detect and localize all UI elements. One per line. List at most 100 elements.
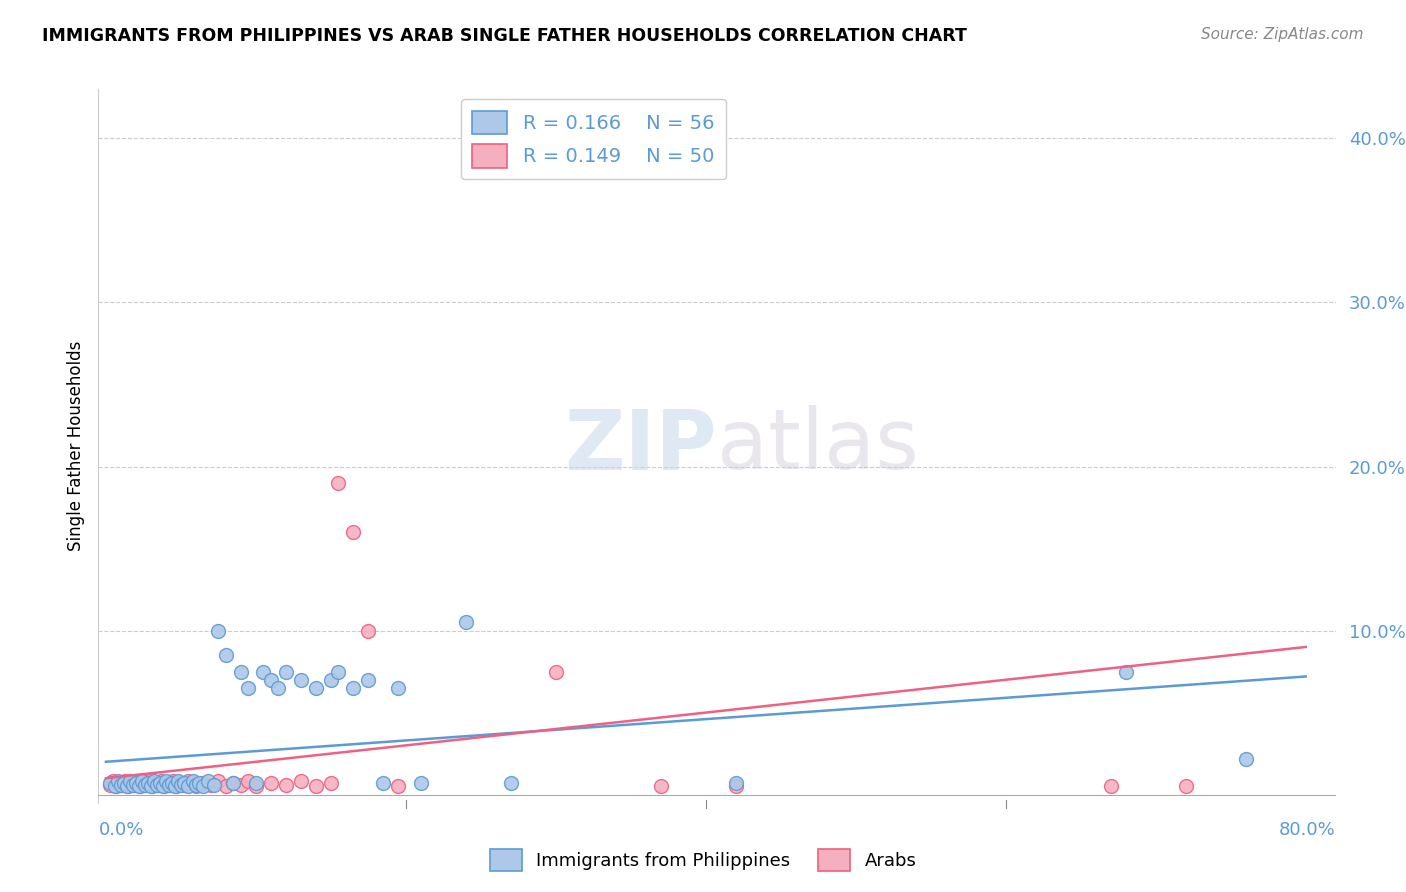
Point	[1174, 780, 1197, 794]
Point	[544, 665, 567, 679]
Point	[245, 776, 267, 790]
Point	[305, 780, 328, 794]
Point	[104, 780, 127, 794]
Text: 80.0%: 80.0%	[1279, 821, 1336, 838]
Point	[454, 615, 477, 630]
Point	[149, 776, 172, 790]
Legend: Immigrants from Philippines, Arabs: Immigrants from Philippines, Arabs	[482, 842, 924, 879]
Point	[222, 776, 245, 790]
Point	[100, 778, 122, 792]
Point	[169, 776, 191, 790]
Point	[128, 780, 150, 794]
Point	[238, 681, 260, 695]
Point	[238, 774, 260, 789]
Point	[202, 778, 225, 792]
Point	[328, 475, 350, 490]
Point	[328, 665, 350, 679]
Point	[387, 780, 409, 794]
Point	[252, 665, 274, 679]
Point	[120, 776, 142, 790]
Point	[155, 774, 177, 789]
Point	[125, 776, 148, 790]
Point	[197, 774, 219, 789]
Point	[267, 681, 290, 695]
Point	[290, 774, 312, 789]
Text: 0.0%: 0.0%	[98, 821, 143, 838]
Point	[167, 774, 190, 789]
Point	[138, 774, 160, 789]
Point	[117, 780, 139, 794]
Point	[305, 681, 328, 695]
Point	[131, 774, 153, 789]
Point	[105, 780, 128, 794]
Point	[150, 774, 173, 789]
Point	[142, 774, 165, 789]
Point	[136, 776, 159, 790]
Point	[107, 774, 129, 789]
Point	[274, 665, 297, 679]
Point	[177, 774, 200, 789]
Point	[152, 780, 174, 794]
Point	[173, 776, 195, 790]
Point	[173, 778, 195, 792]
Point	[177, 780, 200, 794]
Point	[170, 778, 193, 792]
Point	[357, 673, 380, 687]
Point	[409, 776, 432, 790]
Point	[215, 648, 238, 662]
Point	[200, 778, 222, 792]
Point	[145, 776, 167, 790]
Point	[108, 776, 131, 790]
Point	[260, 776, 283, 790]
Point	[165, 780, 187, 794]
Point	[207, 774, 229, 789]
Point	[499, 164, 522, 178]
Point	[387, 681, 409, 695]
Point	[193, 776, 215, 790]
Point	[724, 776, 747, 790]
Point	[103, 774, 125, 789]
Point	[342, 681, 364, 695]
Point	[114, 774, 136, 789]
Point	[162, 774, 184, 789]
Point	[118, 774, 141, 789]
Point	[319, 673, 342, 687]
Y-axis label: Single Father Households: Single Father Households	[66, 341, 84, 551]
Point	[207, 624, 229, 638]
Point	[100, 776, 122, 790]
Point	[724, 780, 747, 794]
Point	[156, 776, 179, 790]
Point	[132, 776, 155, 790]
Point	[187, 776, 209, 790]
Point	[193, 780, 215, 794]
Point	[499, 776, 522, 790]
Point	[148, 778, 170, 792]
Point	[181, 774, 204, 789]
Point	[129, 780, 152, 794]
Legend: R = 0.166    N = 56, R = 0.149    N = 50: R = 0.166 N = 56, R = 0.149 N = 50	[461, 99, 725, 179]
Point	[1234, 751, 1257, 765]
Point	[290, 673, 312, 687]
Text: ZIP: ZIP	[565, 406, 717, 486]
Point	[1115, 665, 1137, 679]
Point	[373, 776, 395, 790]
Text: atlas: atlas	[717, 406, 918, 486]
Point	[357, 624, 380, 638]
Point	[115, 780, 138, 794]
Point	[127, 774, 149, 789]
Point	[153, 780, 176, 794]
Point	[112, 776, 135, 790]
Point	[342, 525, 364, 540]
Point	[215, 780, 238, 794]
Point	[135, 778, 157, 792]
Point	[157, 778, 180, 792]
Point	[245, 780, 267, 794]
Point	[260, 673, 283, 687]
Point	[650, 780, 672, 794]
Point	[141, 780, 163, 794]
Point	[146, 778, 169, 792]
Point	[160, 776, 183, 790]
Point	[139, 780, 162, 794]
Text: IMMIGRANTS FROM PHILIPPINES VS ARAB SINGLE FATHER HOUSEHOLDS CORRELATION CHART: IMMIGRANTS FROM PHILIPPINES VS ARAB SING…	[42, 27, 967, 45]
Point	[1099, 780, 1122, 794]
